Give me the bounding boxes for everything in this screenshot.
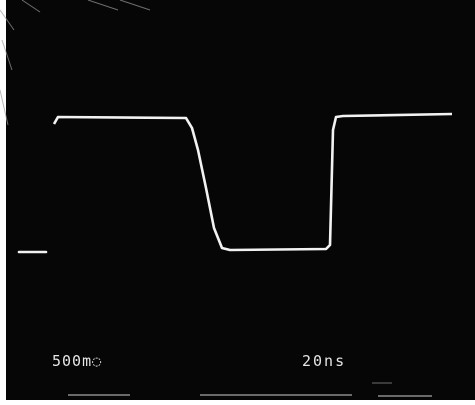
photo-edge-scratches — [0, 0, 151, 126]
time-per-div-label: 20ns — [302, 352, 347, 370]
oscilloscope-screen — [6, 0, 475, 400]
square-wave-high-segment-1 — [52, 112, 453, 252]
bottom-glow — [68, 394, 432, 397]
volts-per-div-label: 500m◌ — [52, 352, 103, 370]
